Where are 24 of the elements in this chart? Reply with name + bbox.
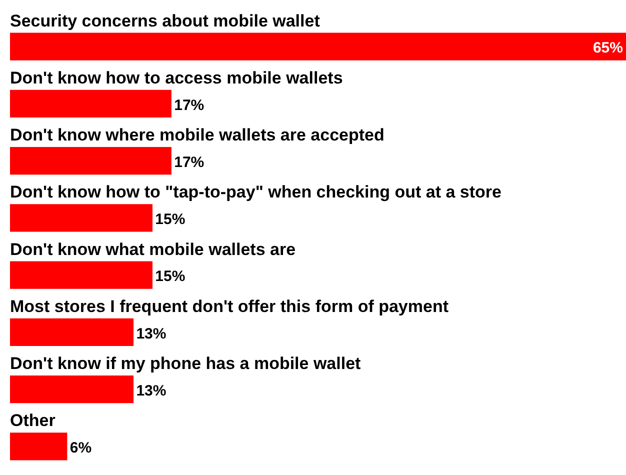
bar [10,146,172,175]
y-tick-label: Don't know if my phone has a mobile wallet [10,354,362,373]
bar [10,32,626,60]
data-label: 65% [592,40,623,57]
data-label: 6% [70,440,92,457]
bar [10,204,152,232]
y-tick-label: Don't know what mobile wallets are [10,240,296,259]
bar [10,261,152,289]
data-label: 15% [155,268,186,286]
bar [10,90,172,118]
y-tick-label: Don't know where mobile wallets are accepted [10,126,384,144]
bar [10,375,134,404]
data-label: 17% [174,96,204,114]
data-label: 17% [174,154,204,171]
data-label: 13% [136,382,166,400]
y-tick-label: Most stores I frequent don't offer this form of payment [10,296,449,316]
y-tick-label: Other [10,411,56,430]
data-label: 15% [155,211,186,228]
bar [10,432,68,460]
data-label: 13% [136,325,166,342]
y-tick-label: Don't know how to access mobile wallets [10,68,343,88]
bar [10,318,134,346]
y-tick-label: Security concerns about mobile wallet [10,11,320,30]
y-tick-label: Don't know how to "tap-to-pay" when checking out at a store [10,182,502,202]
